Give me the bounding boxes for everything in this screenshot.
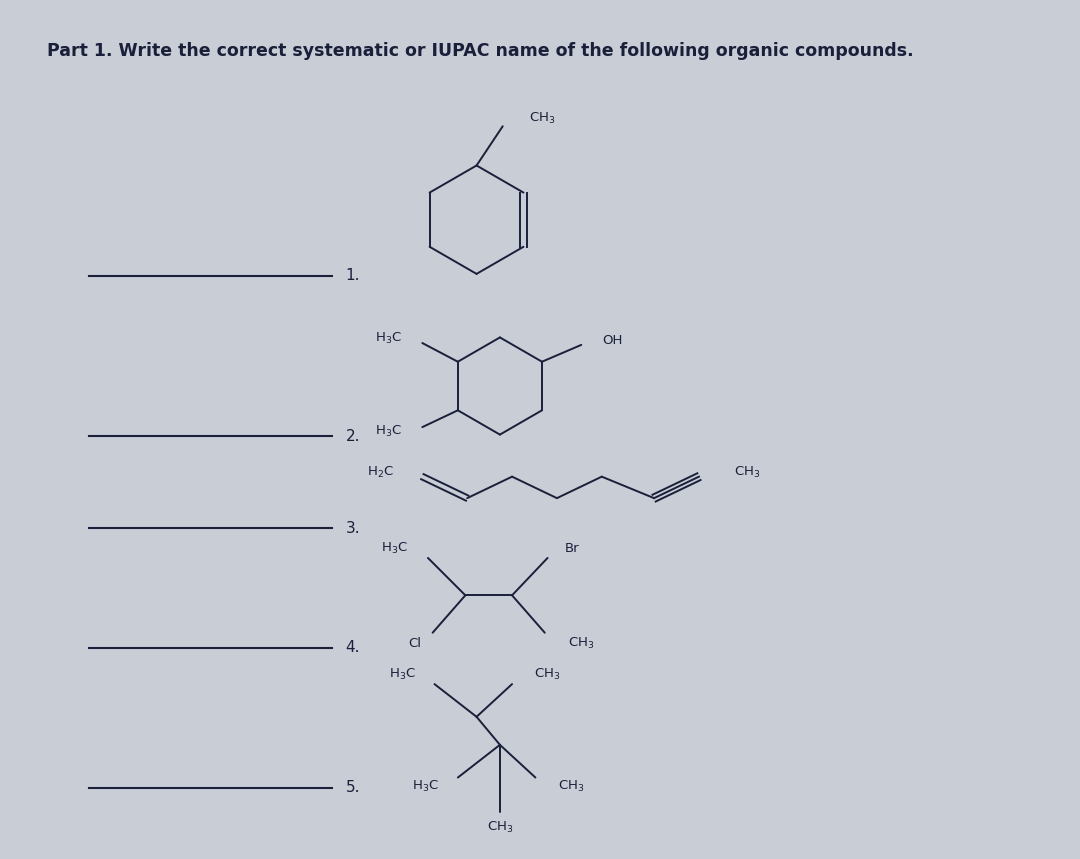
Text: H$_3$C: H$_3$C — [380, 541, 407, 556]
Text: CH$_3$: CH$_3$ — [568, 637, 595, 651]
Text: CH$_3$: CH$_3$ — [558, 779, 584, 795]
Text: Part 1. Write the correct systematic or IUPAC name of the following organic comp: Part 1. Write the correct systematic or … — [46, 42, 914, 60]
Text: CH$_3$: CH$_3$ — [487, 819, 513, 835]
Text: OH: OH — [602, 334, 622, 347]
Text: H$_3$C: H$_3$C — [375, 331, 402, 346]
Text: Cl: Cl — [408, 637, 421, 650]
Text: CH$_3$: CH$_3$ — [529, 111, 555, 126]
Text: H$_3$C: H$_3$C — [375, 424, 402, 439]
Text: H$_2$C: H$_2$C — [367, 465, 394, 479]
Text: 4.: 4. — [346, 640, 361, 655]
Text: CH$_3$: CH$_3$ — [734, 465, 761, 479]
Text: Br: Br — [565, 542, 579, 555]
Text: CH$_3$: CH$_3$ — [535, 667, 561, 682]
Text: 1.: 1. — [346, 268, 361, 283]
Text: 3.: 3. — [346, 521, 361, 535]
Text: 2.: 2. — [346, 429, 361, 444]
Text: H$_3$C: H$_3$C — [413, 779, 440, 795]
Text: 5.: 5. — [346, 780, 361, 795]
Text: H$_3$C: H$_3$C — [389, 667, 416, 682]
